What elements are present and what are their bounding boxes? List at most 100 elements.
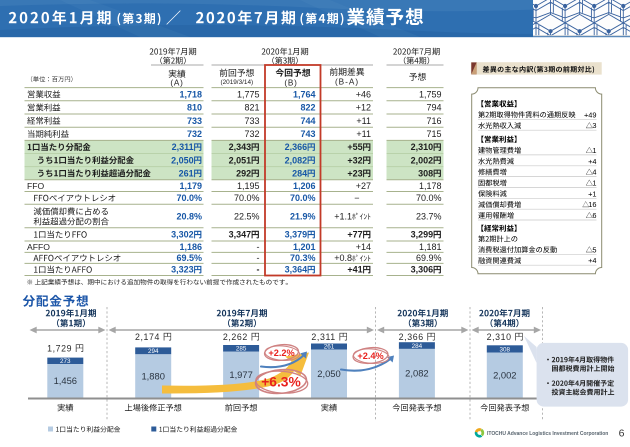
- svg-text:285: 285: [236, 346, 247, 353]
- svg-text:+4: +4: [588, 256, 596, 265]
- svg-text:733: 733: [244, 116, 259, 126]
- svg-text:+77: +77: [347, 230, 362, 240]
- svg-text:308: 308: [500, 346, 511, 353]
- svg-text:284: 284: [412, 343, 423, 350]
- svg-text:1,977: 1,977: [229, 369, 252, 380]
- svg-text:69.9%: 69.9%: [416, 253, 442, 263]
- svg-text:3,347: 3,347: [229, 230, 252, 240]
- svg-text:ITOCHU Advance Logistics Inves: ITOCHU Advance Logistics Investment Corp…: [487, 431, 608, 437]
- svg-text:1,179: 1,179: [179, 181, 202, 191]
- svg-text:2,051: 2,051: [229, 155, 252, 165]
- svg-text:FFO: FFO: [27, 181, 44, 191]
- svg-text:715: 715: [426, 129, 441, 139]
- svg-text:70.0%: 70.0%: [234, 193, 260, 203]
- svg-text:21.9%: 21.9%: [290, 211, 316, 221]
- svg-text:1,729: 1,729: [47, 343, 72, 353]
- svg-text:308: 308: [418, 168, 433, 178]
- svg-text:+32: +32: [347, 155, 362, 165]
- svg-text:70.3%: 70.3%: [290, 253, 316, 263]
- svg-text:1,206: 1,206: [293, 181, 316, 191]
- svg-text:20.8%: 20.8%: [176, 211, 202, 221]
- svg-text:+11: +11: [356, 129, 371, 139]
- svg-text:1,186: 1,186: [179, 242, 202, 252]
- svg-text:3,299: 3,299: [411, 230, 434, 240]
- svg-text:1: 1: [592, 146, 596, 155]
- svg-text:+1.1: +1.1: [334, 211, 352, 221]
- svg-text:2,002: 2,002: [493, 369, 516, 380]
- svg-text:+2.4%: +2.4%: [357, 351, 383, 361]
- svg-text:(B-A): (B-A): [335, 77, 359, 86]
- svg-text:70.0%: 70.0%: [176, 193, 202, 203]
- svg-text:2,366: 2,366: [399, 332, 424, 342]
- svg-text:2,050: 2,050: [171, 155, 194, 165]
- svg-text:(B): (B): [284, 78, 297, 87]
- svg-text:744: 744: [300, 116, 315, 126]
- svg-text:+27: +27: [356, 181, 371, 191]
- svg-text:2,262: 2,262: [223, 332, 248, 342]
- svg-text:1: 1: [592, 179, 596, 188]
- svg-text:2,311: 2,311: [311, 332, 335, 342]
- svg-text:3,323: 3,323: [171, 265, 194, 275]
- svg-text:261: 261: [324, 344, 335, 351]
- svg-text:1,718: 1,718: [179, 89, 202, 99]
- svg-text:732: 732: [244, 129, 259, 139]
- svg-text:6: 6: [592, 211, 596, 220]
- svg-text:716: 716: [426, 116, 441, 126]
- svg-text:822: 822: [300, 103, 315, 113]
- svg-text:+1: +1: [588, 189, 596, 198]
- svg-text:1,201: 1,201: [293, 242, 316, 252]
- svg-text:292: 292: [236, 168, 251, 178]
- svg-text:3: 3: [592, 121, 596, 130]
- svg-text:794: 794: [426, 103, 441, 113]
- svg-text:16: 16: [588, 200, 596, 209]
- svg-text:AFFO: AFFO: [27, 242, 50, 252]
- svg-text:23.7%: 23.7%: [416, 211, 442, 221]
- svg-text:733: 733: [187, 116, 202, 126]
- svg-text:261: 261: [179, 168, 194, 178]
- svg-text:294: 294: [148, 348, 159, 355]
- svg-text:2,310: 2,310: [411, 142, 434, 152]
- svg-text:+23: +23: [347, 168, 362, 178]
- svg-text:1,759: 1,759: [419, 89, 442, 99]
- svg-text:1,880: 1,880: [141, 370, 164, 381]
- svg-text:6: 6: [619, 428, 625, 440]
- svg-text:2,050: 2,050: [317, 368, 340, 379]
- svg-text:+41: +41: [347, 265, 362, 275]
- svg-text:4: 4: [592, 168, 596, 177]
- svg-text:1,764: 1,764: [293, 89, 316, 99]
- svg-text:2,082: 2,082: [405, 368, 428, 379]
- svg-text:(2019/3/14): (2019/3/14): [220, 79, 253, 86]
- svg-text:+55: +55: [347, 142, 362, 152]
- svg-text:2,311: 2,311: [172, 142, 194, 152]
- svg-text:−: −: [354, 193, 359, 203]
- svg-text:2,082: 2,082: [285, 155, 308, 165]
- svg-text:2,174: 2,174: [135, 332, 160, 342]
- svg-text:1,181: 1,181: [419, 242, 442, 252]
- svg-text:2,343: 2,343: [229, 142, 252, 152]
- svg-text:1,178: 1,178: [419, 181, 442, 191]
- svg-text:69.5%: 69.5%: [176, 253, 202, 263]
- svg-text:-: -: [257, 253, 260, 263]
- svg-text:+46: +46: [356, 89, 371, 99]
- svg-text:1,456: 1,456: [54, 375, 77, 386]
- svg-text:70.0%: 70.0%: [416, 193, 442, 203]
- svg-text:3,306: 3,306: [411, 265, 434, 275]
- svg-text:22.5%: 22.5%: [234, 211, 260, 221]
- svg-text:(A): (A): [170, 79, 183, 88]
- svg-text:+11: +11: [356, 116, 371, 126]
- svg-text:273: 273: [60, 358, 71, 365]
- svg-text:732: 732: [187, 129, 202, 139]
- svg-text:810: 810: [187, 103, 202, 113]
- svg-text:3,302: 3,302: [171, 230, 194, 240]
- svg-text:284: 284: [292, 168, 307, 178]
- svg-text:743: 743: [300, 129, 315, 139]
- svg-text:-: -: [257, 242, 260, 252]
- svg-text:+12: +12: [356, 103, 371, 113]
- svg-text:+6.3%: +6.3%: [261, 375, 301, 390]
- svg-text:821: 821: [244, 103, 259, 113]
- svg-text:+14: +14: [356, 242, 371, 252]
- svg-text:5: 5: [592, 245, 596, 254]
- svg-text:+0.8: +0.8: [334, 253, 352, 263]
- svg-text:3,364: 3,364: [285, 265, 308, 275]
- svg-text:+4: +4: [588, 157, 596, 166]
